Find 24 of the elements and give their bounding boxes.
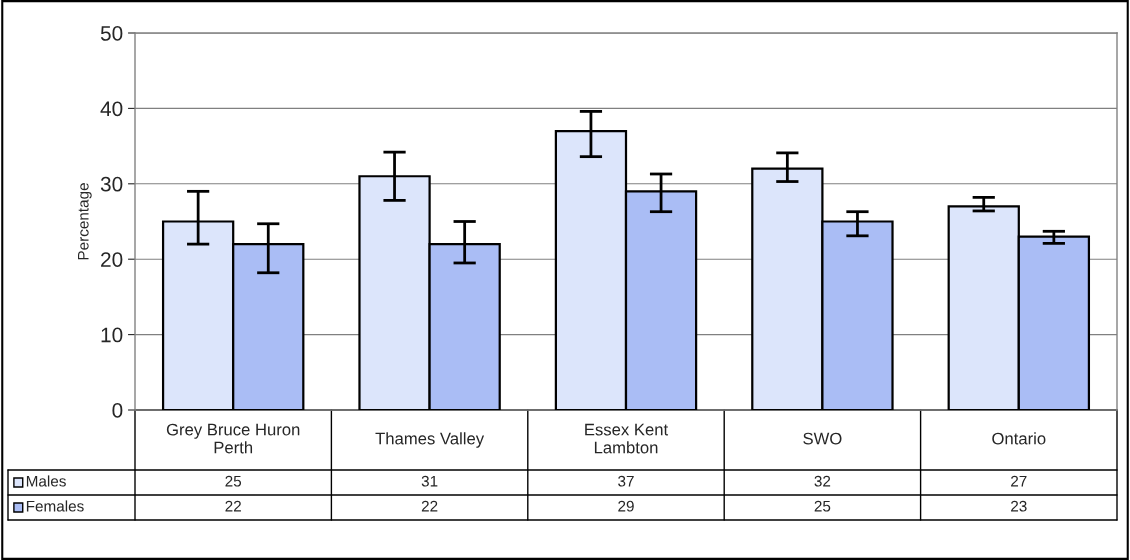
data-label: 31	[421, 475, 438, 487]
x-tick-label: Grey Bruce Huron Perth	[166, 423, 300, 454]
x-tick-label: Essex Kent Lambton	[585, 423, 669, 454]
y-tick-label: 0	[112, 403, 123, 418]
y-axis-title: Percentage	[78, 183, 92, 260]
data-label: 22	[225, 500, 241, 512]
x-tick-label: Ontario	[992, 432, 1046, 445]
data-label: 25	[814, 500, 831, 512]
y-tick-label: 30	[100, 176, 123, 192]
data-label: 37	[618, 475, 634, 487]
data-label: 23	[1011, 500, 1027, 512]
data-label: 27	[1011, 475, 1027, 487]
data-label: 22	[421, 500, 438, 512]
x-tick-label: SWO	[803, 432, 842, 445]
data-label: 25	[225, 475, 242, 487]
y-tick-label: 50	[100, 26, 123, 41]
data-label: 29	[618, 500, 634, 512]
legend-label: Females	[26, 500, 84, 512]
y-tick-label: 40	[100, 101, 123, 117]
y-tick-label: 20	[101, 252, 123, 267]
legend-label: Males	[26, 475, 66, 487]
y-tick-label: 10	[101, 327, 123, 343]
x-tick-label: Thames Valley	[375, 432, 485, 448]
data-label: 32	[814, 475, 831, 487]
